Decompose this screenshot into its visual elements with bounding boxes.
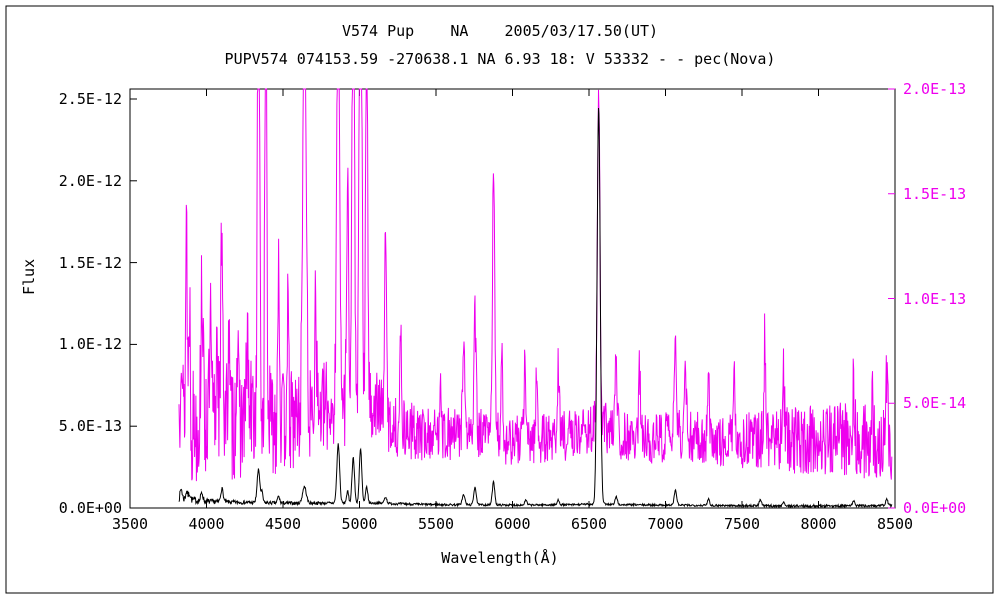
chart-subtitle: PUPV574 074153.59 -270638.1 NA 6.93 18: … [224, 50, 776, 68]
y-right-tick-label: 1.5E-13 [903, 184, 967, 203]
y-right-tick-label: 2.0E-13 [903, 80, 967, 98]
y-left-tick-label: 1.0E-12 [58, 335, 122, 354]
y-left-tick-label: 5.0E-13 [58, 417, 122, 436]
y-left-tick-label: 0.0E+00 [58, 499, 122, 517]
x-tick-label: 7000 [647, 515, 684, 533]
x-tick-label: 8500 [876, 515, 914, 533]
raw-spectrum-magenta [178, 88, 893, 482]
y-left-tick-label: 2.5E-12 [58, 90, 122, 108]
chart-title: V574 Pup NA 2005/03/17.50(UT) [341, 22, 659, 40]
x-tick-label: 5500 [417, 515, 455, 533]
x-tick-label: 5000 [341, 515, 378, 533]
x-tick-label: 4500 [264, 515, 302, 533]
x-tick-label: 6500 [570, 515, 608, 533]
y-left-tick-label: 2.0E-12 [58, 171, 122, 190]
y-right-tick-label: 5.0E-14 [903, 394, 967, 413]
y-left-tick-label: 1.5E-12 [58, 253, 122, 272]
figure-border [5, 5, 994, 594]
x-tick-label: 7500 [723, 515, 761, 533]
y-right-tick-label: 0.0E+00 [903, 499, 967, 517]
x-tick-label: 6000 [494, 515, 531, 533]
smoothed-spectrum-black [178, 107, 893, 509]
y-right-tick-label: 1.0E-13 [903, 289, 967, 308]
x-tick-label: 4000 [188, 515, 225, 533]
x-tick-label: 8000 [800, 515, 837, 533]
x-tick-label: 3500 [111, 515, 149, 533]
x-axis-label: Wavelength(Å) [441, 549, 559, 567]
y-axis-label: Flux [20, 258, 38, 295]
